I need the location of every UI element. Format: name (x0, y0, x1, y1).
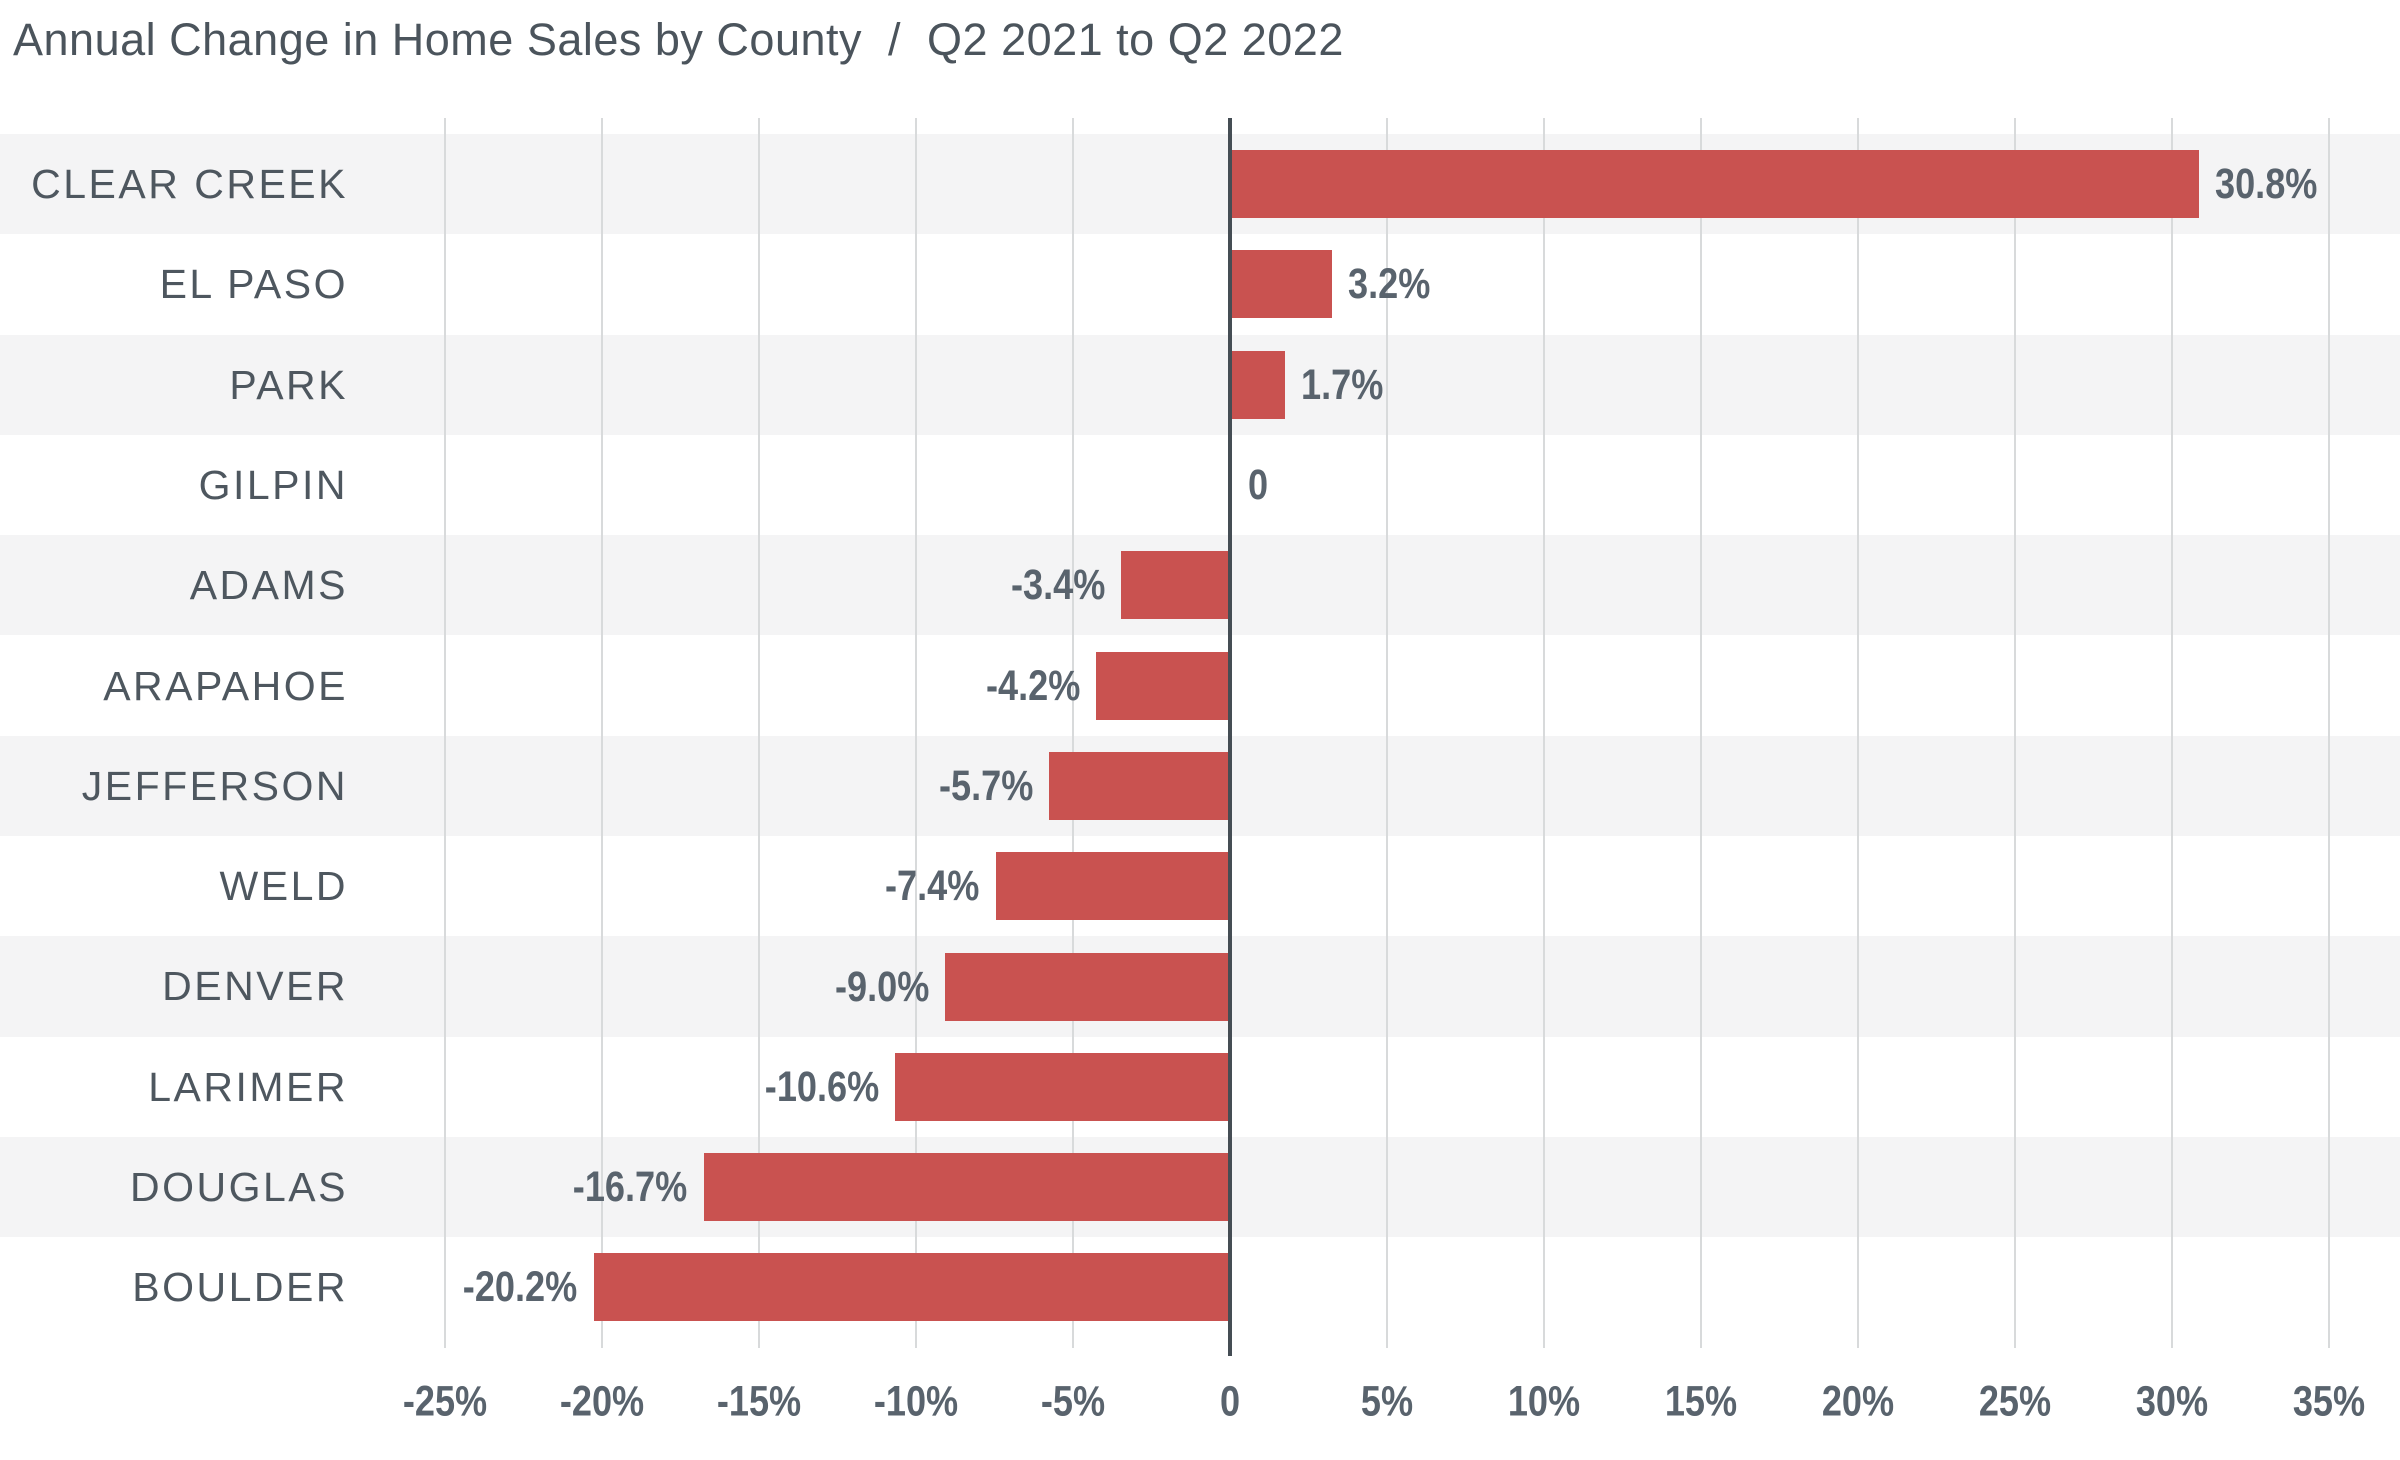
bar (1232, 350, 1286, 419)
county-label: EL PASO (159, 261, 348, 308)
x-axis-tick-label: -25% (402, 1377, 488, 1426)
value-label-text: -7.4% (885, 862, 980, 911)
x-axis-tick-label: 15% (1664, 1377, 1738, 1426)
value-label: 30.8% (2215, 150, 2337, 218)
bar (703, 1153, 1228, 1222)
row-band (0, 234, 2400, 335)
gridline (444, 118, 446, 1348)
value-label-text: 30.8% (2215, 160, 2318, 209)
page-title-main: Annual Change in Home Sales by County (13, 14, 863, 65)
gridline (1072, 118, 1074, 1348)
gridline (1700, 118, 1702, 1348)
x-axis-tick-label: 0 (1219, 1377, 1241, 1426)
value-label: -7.4% (867, 852, 979, 920)
value-label: 3.2% (1348, 250, 1446, 318)
x-axis-tick-label: 10% (1507, 1377, 1581, 1426)
x-axis-tick-label: -15% (716, 1377, 802, 1426)
value-label-text: -9.0% (835, 962, 930, 1011)
value-label-text: -5.7% (938, 761, 1034, 810)
bar (1096, 651, 1228, 720)
gridline (2171, 118, 2173, 1348)
county-label: ARAPAHOE (103, 662, 348, 709)
county-label: JEFFERSON (81, 762, 348, 809)
gridline (758, 118, 760, 1348)
bar (1232, 250, 1333, 319)
gridline (1386, 118, 1388, 1348)
page-title-separator: / (888, 14, 902, 65)
value-label-text: -3.4% (1010, 561, 1106, 610)
x-axis-tick-label: -10% (873, 1377, 959, 1426)
county-label: WELD (219, 863, 348, 910)
x-axis-tick-label: 35% (2292, 1377, 2366, 1426)
county-label: DOUGLAS (130, 1164, 348, 1210)
x-axis-tick-label: 30% (2135, 1377, 2209, 1426)
county-label: ADAMS (189, 562, 348, 609)
value-label-text: -20.2% (463, 1263, 578, 1312)
row-band (0, 334, 2400, 435)
gridline (2328, 118, 2330, 1348)
value-label-text: 1.7% (1301, 360, 1384, 409)
value-label-text: 3.2% (1348, 260, 1431, 309)
bar (1232, 150, 2200, 219)
gridline (915, 118, 917, 1348)
x-axis-tick-label: 5% (1360, 1377, 1414, 1426)
value-label-text: 0 (1248, 461, 1269, 510)
page-title-period: Q2 2021 to Q2 2022 (927, 14, 1344, 65)
value-label: -3.4% (993, 551, 1105, 619)
county-label: PARK (229, 361, 348, 408)
value-label: -5.7% (921, 752, 1033, 820)
x-axis-tick-label: -5% (1040, 1377, 1106, 1426)
gridline (1857, 118, 1859, 1348)
x-axis-tick-label: -20% (559, 1377, 645, 1426)
bar (1121, 551, 1228, 620)
county-label: LARIMER (148, 1063, 348, 1110)
gridline (601, 118, 603, 1348)
value-label-text: -4.2% (985, 661, 1081, 710)
value-label: 1.7% (1301, 351, 1399, 419)
bar (1049, 751, 1228, 820)
value-label: -4.2% (968, 652, 1080, 720)
page-title: Annual Change in Home Sales by County / Q2… (13, 12, 1344, 68)
county-label: GILPIN (198, 461, 348, 508)
x-axis-tick-label: 25% (1978, 1377, 2052, 1426)
value-label: -16.7% (551, 1153, 687, 1221)
value-label: 0 (1248, 451, 1272, 519)
gridline (1543, 118, 1545, 1348)
bar (895, 1052, 1228, 1121)
county-label: BOULDER (132, 1264, 348, 1311)
county-label: DENVER (162, 963, 348, 1010)
value-label: -9.0% (817, 953, 929, 1021)
bar (945, 952, 1228, 1021)
value-label: -20.2% (441, 1253, 577, 1321)
value-label: -10.6% (743, 1053, 879, 1121)
value-label-text: -10.6% (764, 1062, 880, 1111)
row-band (0, 434, 2400, 536)
zero-axis-line (1228, 118, 1232, 1356)
x-axis-tick-label: 20% (1821, 1377, 1895, 1426)
bar (995, 852, 1228, 921)
bar (593, 1253, 1228, 1322)
gridline (2014, 118, 2016, 1348)
county-label: CLEAR CREEK (31, 161, 348, 207)
value-label-text: -16.7% (573, 1163, 688, 1212)
